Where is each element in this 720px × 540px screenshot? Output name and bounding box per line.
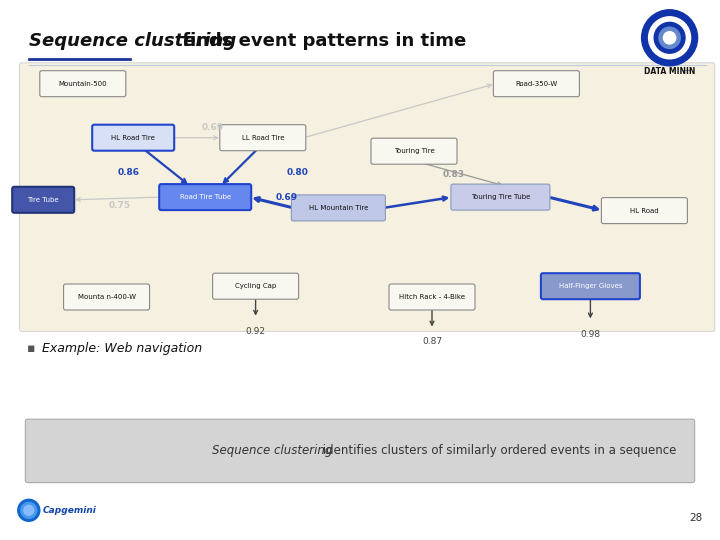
Text: LL Road Tire: LL Road Tire: [241, 134, 284, 141]
FancyBboxPatch shape: [541, 273, 640, 299]
Text: Half-Finger Gloves: Half-Finger Gloves: [559, 283, 622, 289]
Circle shape: [663, 32, 676, 44]
FancyBboxPatch shape: [12, 187, 74, 213]
Text: 0.69: 0.69: [202, 123, 224, 132]
Circle shape: [642, 10, 698, 66]
Text: Capgemini: Capgemini: [42, 506, 96, 515]
FancyBboxPatch shape: [25, 419, 695, 483]
FancyBboxPatch shape: [92, 125, 174, 151]
Text: 0.92: 0.92: [246, 327, 266, 336]
Text: Road-350-W: Road-350-W: [516, 80, 557, 87]
Text: finds event patterns in time: finds event patterns in time: [176, 32, 466, 50]
Text: HL Road Tire: HL Road Tire: [112, 134, 155, 141]
Circle shape: [654, 22, 685, 53]
Text: 0.80: 0.80: [287, 168, 309, 177]
FancyBboxPatch shape: [493, 71, 580, 97]
Text: Touring Tire Tube: Touring Tire Tube: [471, 194, 530, 200]
Text: 0.69: 0.69: [276, 193, 298, 202]
FancyBboxPatch shape: [601, 198, 688, 224]
Circle shape: [659, 27, 680, 49]
FancyBboxPatch shape: [292, 195, 385, 221]
FancyBboxPatch shape: [212, 273, 299, 299]
Text: Sequence clustering: Sequence clustering: [212, 444, 333, 457]
FancyBboxPatch shape: [159, 184, 251, 210]
Text: Example: Web navigation: Example: Web navigation: [42, 342, 202, 355]
Text: Hitch Rack - 4-Bike: Hitch Rack - 4-Bike: [399, 294, 465, 300]
FancyBboxPatch shape: [220, 125, 306, 151]
Text: DATA MININ: DATA MININ: [644, 68, 696, 77]
Text: Mountain-500: Mountain-500: [58, 80, 107, 87]
Circle shape: [649, 17, 690, 59]
Text: 0.98: 0.98: [580, 330, 600, 340]
Text: 0.87: 0.87: [422, 338, 442, 347]
Text: ⌐: ⌐: [682, 68, 691, 78]
Text: HL Road: HL Road: [630, 207, 659, 214]
Text: Touring Tire: Touring Tire: [394, 148, 434, 154]
Text: Road Tire Tube: Road Tire Tube: [179, 194, 231, 200]
Text: 28: 28: [689, 514, 702, 523]
FancyBboxPatch shape: [19, 63, 715, 332]
FancyBboxPatch shape: [371, 138, 457, 164]
Text: Mounta n-400-W: Mounta n-400-W: [78, 294, 135, 300]
Circle shape: [24, 505, 34, 515]
FancyBboxPatch shape: [389, 284, 475, 310]
Circle shape: [21, 502, 37, 518]
Text: HL Mountain Tire: HL Mountain Tire: [309, 205, 368, 211]
Text: ▪: ▪: [27, 342, 36, 355]
Text: identifies clusters of similarly ordered events in a sequence: identifies clusters of similarly ordered…: [319, 444, 676, 457]
Text: Sequence clustering: Sequence clustering: [29, 32, 236, 50]
Text: Cycling Cap: Cycling Cap: [235, 283, 276, 289]
Text: 0.83: 0.83: [443, 170, 465, 179]
FancyBboxPatch shape: [451, 184, 550, 210]
Circle shape: [18, 500, 40, 521]
FancyBboxPatch shape: [40, 71, 126, 97]
FancyBboxPatch shape: [63, 284, 150, 310]
Text: 0.86: 0.86: [117, 168, 139, 177]
Text: Tire Tube: Tire Tube: [27, 197, 59, 203]
Text: 0.75: 0.75: [108, 200, 130, 210]
